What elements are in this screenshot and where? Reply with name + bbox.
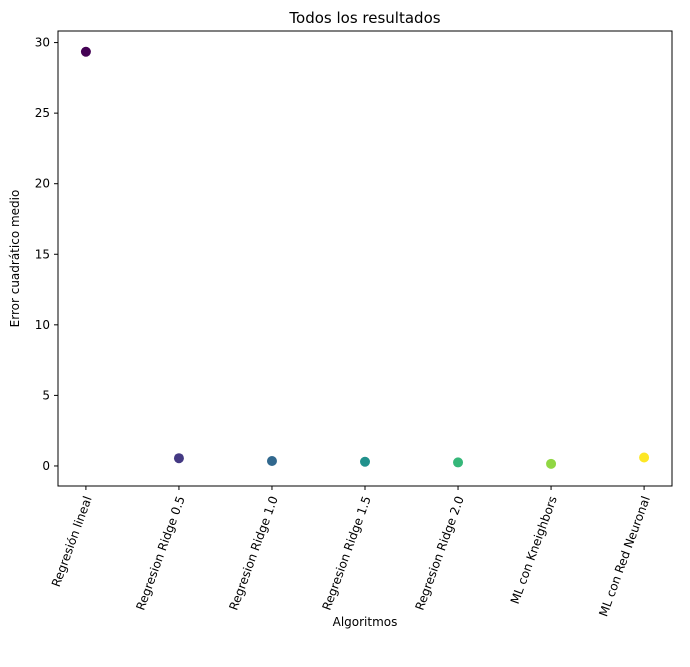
x-tick-label: Regresion Ridge 0.5 xyxy=(133,494,187,612)
y-tick-label: 30 xyxy=(35,36,50,50)
data-point xyxy=(80,46,91,57)
data-point xyxy=(266,456,277,467)
y-tick-label: 0 xyxy=(42,459,50,473)
y-axis-title: Error cuadrático medio xyxy=(8,190,22,328)
data-points xyxy=(80,46,650,469)
x-tick-label: Regresion Ridge 2.0 xyxy=(413,494,467,612)
data-point xyxy=(639,452,650,463)
x-axis-ticks: Regresión lineal Regresion Ridge 0.5 Regre… xyxy=(49,486,653,618)
plot-area xyxy=(58,31,672,486)
y-axis-ticks: 0 5 10 15 20 25 30 xyxy=(35,36,58,473)
y-tick-label: 25 xyxy=(35,106,50,120)
x-axis-title: Algoritmos xyxy=(333,615,398,629)
x-tick-label: Regresión lineal xyxy=(49,494,95,589)
chart-title: Todos los resultados xyxy=(288,9,440,27)
y-tick-label: 5 xyxy=(42,388,50,402)
data-point xyxy=(360,456,370,467)
y-tick-label: 20 xyxy=(35,177,50,191)
data-point xyxy=(546,458,557,469)
x-tick-label: ML con Red Neuronal xyxy=(596,494,653,618)
y-tick-label: 15 xyxy=(35,247,50,261)
x-tick-label: Regresion Ridge 1.5 xyxy=(319,494,373,612)
data-point xyxy=(173,453,184,464)
plot-frame xyxy=(57,30,673,487)
y-tick-label: 10 xyxy=(35,318,50,332)
x-tick-label: ML con Kneighbors xyxy=(508,494,560,606)
x-tick-label: Regresion Ridge 1.0 xyxy=(226,494,280,612)
data-point xyxy=(453,457,464,468)
